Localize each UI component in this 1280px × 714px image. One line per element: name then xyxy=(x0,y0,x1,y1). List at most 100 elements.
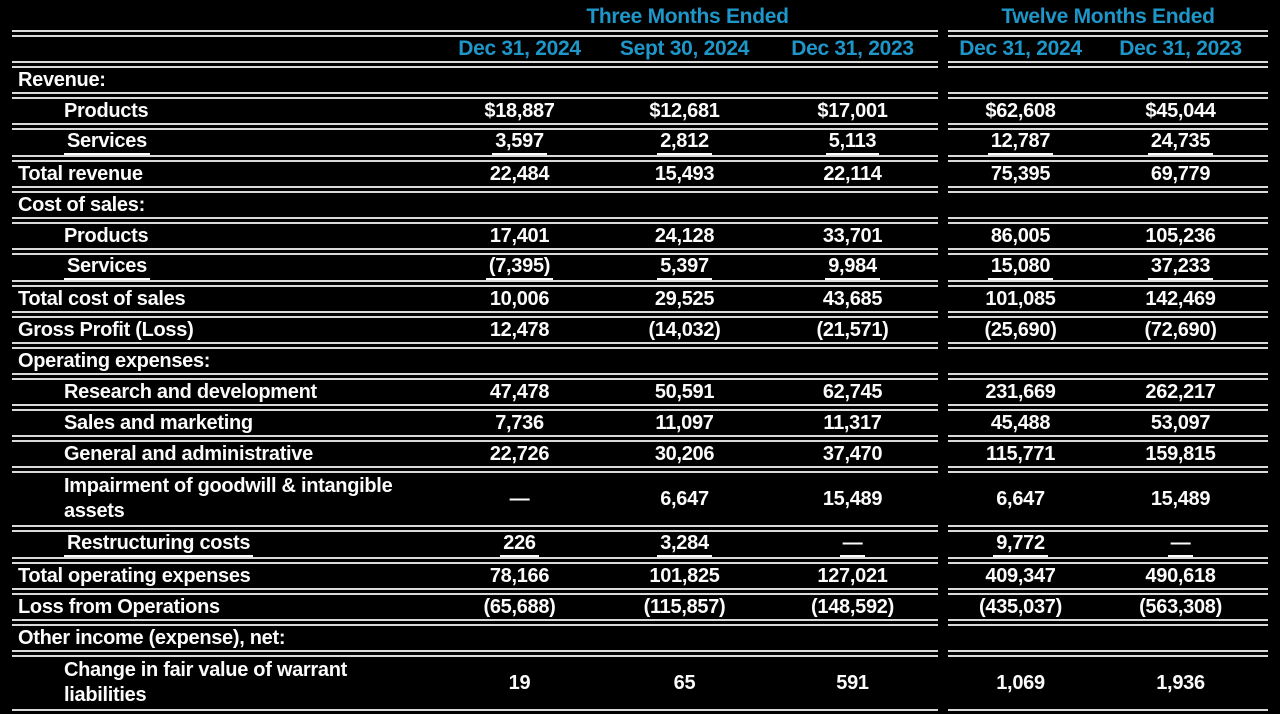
column-header-label: Dec 31, 2024 xyxy=(458,37,581,60)
cell-value-text: (115,857) xyxy=(643,595,726,618)
cell-value: (65,688) xyxy=(437,593,602,621)
cell-value: 226 xyxy=(437,530,602,559)
column-gap xyxy=(938,35,948,63)
cell-value: 30,206 xyxy=(602,440,767,468)
cell-value-text: (65,688) xyxy=(483,595,556,618)
cell-value xyxy=(767,191,939,219)
cell-value xyxy=(948,66,1094,94)
table-row: Products $18,887 $12,681 $17,001 $62,608 $45,… xyxy=(12,97,1269,125)
row-label-cell: Total cost of sales xyxy=(12,285,437,313)
cell-value-text: 5,113 xyxy=(825,131,880,155)
cell-value-text: 2,812 xyxy=(657,131,712,155)
row-label: Cost of sales: xyxy=(18,193,145,216)
column-gap xyxy=(938,4,948,32)
column-header-spacer-cell xyxy=(12,35,437,63)
cell-value-text: 115,771 xyxy=(985,442,1056,465)
cell-value-text: (563,308) xyxy=(1139,595,1222,618)
cell-value-text: 12,478 xyxy=(489,318,550,341)
row-label-cell: Cost of sales: xyxy=(12,191,437,219)
row-label: Total operating expenses xyxy=(18,564,251,587)
cell-value-text: 22,726 xyxy=(489,442,550,465)
cell-value-text: 15,080 xyxy=(987,256,1054,280)
cell-value-text: 53,097 xyxy=(1150,411,1211,434)
column-header: Dec 31, 2024 xyxy=(948,35,1094,63)
row-label: Products xyxy=(64,99,149,122)
cell-value xyxy=(437,624,602,652)
cell-value: 1,069 xyxy=(948,655,1094,711)
row-label: Other income (expense), net: xyxy=(18,626,286,649)
row-label: Total revenue xyxy=(18,162,143,185)
row-label-cell: Services xyxy=(12,253,437,282)
cell-value: 33,701 xyxy=(767,222,939,250)
cell-value-text: 1,069 xyxy=(996,671,1045,694)
cell-value: 65 xyxy=(602,655,767,711)
cell-value: 115,771 xyxy=(948,440,1094,468)
table-row: Total revenue 22,484 15,493 22,114 75,395 69,… xyxy=(12,160,1269,188)
cell-value-text: 1,936 xyxy=(1156,671,1205,694)
cell-value-text: 159,815 xyxy=(1145,442,1216,465)
cell-value: 490,618 xyxy=(1093,562,1269,590)
cell-value xyxy=(767,347,939,375)
table-row: Total cost of sales 10,006 29,525 43,685 101… xyxy=(12,285,1269,313)
cell-value: 142,469 xyxy=(1093,285,1269,313)
cell-value-text: 37,470 xyxy=(822,442,883,465)
cell-value-text: 231,669 xyxy=(985,380,1056,403)
cell-value-text: 127,021 xyxy=(817,564,888,587)
cell-value: 409,347 xyxy=(948,562,1094,590)
cell-value: (148,592) xyxy=(767,593,939,621)
cell-value: 11,317 xyxy=(767,409,939,437)
table-row: Gross Profit (Loss) 12,478 (14,032) (21,571… xyxy=(12,316,1269,344)
column-gap xyxy=(938,440,948,468)
table-row: Operating expenses: xyxy=(12,347,1269,375)
column-gap xyxy=(938,409,948,437)
cell-value-text: 33,701 xyxy=(822,224,883,247)
group-header-label: Three Months Ended xyxy=(586,5,789,28)
cell-value-text: 47,478 xyxy=(489,380,550,403)
cell-value: 45,488 xyxy=(948,409,1094,437)
column-gap xyxy=(938,471,948,527)
group-header-spacer-cell xyxy=(12,4,437,32)
cell-value: — xyxy=(1093,530,1269,559)
cell-value-text: 15,489 xyxy=(1150,487,1211,510)
cell-value: (14,032) xyxy=(602,316,767,344)
cell-value: 7,736 xyxy=(437,409,602,437)
cell-value: 43,685 xyxy=(767,285,939,313)
column-header-label: Dec 31, 2023 xyxy=(791,37,914,60)
cell-value-text: 75,395 xyxy=(990,162,1051,185)
cell-value-text: 101,825 xyxy=(649,564,720,587)
cell-value-text: 591 xyxy=(836,671,869,694)
cell-value: 15,493 xyxy=(602,160,767,188)
cell-value-text: 3,284 xyxy=(657,533,712,557)
cell-value-text: — xyxy=(839,533,866,557)
row-label-cell: Gross Profit (Loss) xyxy=(12,316,437,344)
cell-value xyxy=(1093,66,1269,94)
row-label: Operating expenses: xyxy=(18,349,211,372)
cell-value-text: 22,484 xyxy=(489,162,550,185)
table-row: General and administrative 22,726 30,206 37… xyxy=(12,440,1269,468)
cell-value: (115,857) xyxy=(602,593,767,621)
cell-value-text: 43,685 xyxy=(822,287,883,310)
cell-value: $45,044 xyxy=(1093,97,1269,125)
row-label: Gross Profit (Loss) xyxy=(18,318,194,341)
cell-value-text: $62,608 xyxy=(985,99,1056,122)
cell-value: 22,726 xyxy=(437,440,602,468)
cell-value: 15,489 xyxy=(1093,471,1269,527)
column-gap xyxy=(938,593,948,621)
cell-value: 5,113 xyxy=(767,128,939,157)
cell-value xyxy=(1093,347,1269,375)
column-header-label: Dec 31, 2024 xyxy=(959,37,1082,60)
cell-value-text: 86,005 xyxy=(990,224,1051,247)
three-months-group-header: Three Months Ended xyxy=(437,4,939,32)
column-gap xyxy=(938,160,948,188)
cell-value xyxy=(602,347,767,375)
table-row: Sales and marketing 7,736 11,097 11,317 45,4… xyxy=(12,409,1269,437)
cell-value: 101,825 xyxy=(602,562,767,590)
column-header: Sept 30, 2024 xyxy=(602,35,767,63)
cell-value: 2,812 xyxy=(602,128,767,157)
cell-value-text: 19 xyxy=(508,671,531,694)
column-header-row: Dec 31, 2024 Sept 30, 2024 Dec 31, 2023 … xyxy=(12,35,1269,63)
cell-value: $12,681 xyxy=(602,97,767,125)
row-label: Sales and marketing xyxy=(64,411,253,434)
cell-value: $18,887 xyxy=(437,97,602,125)
